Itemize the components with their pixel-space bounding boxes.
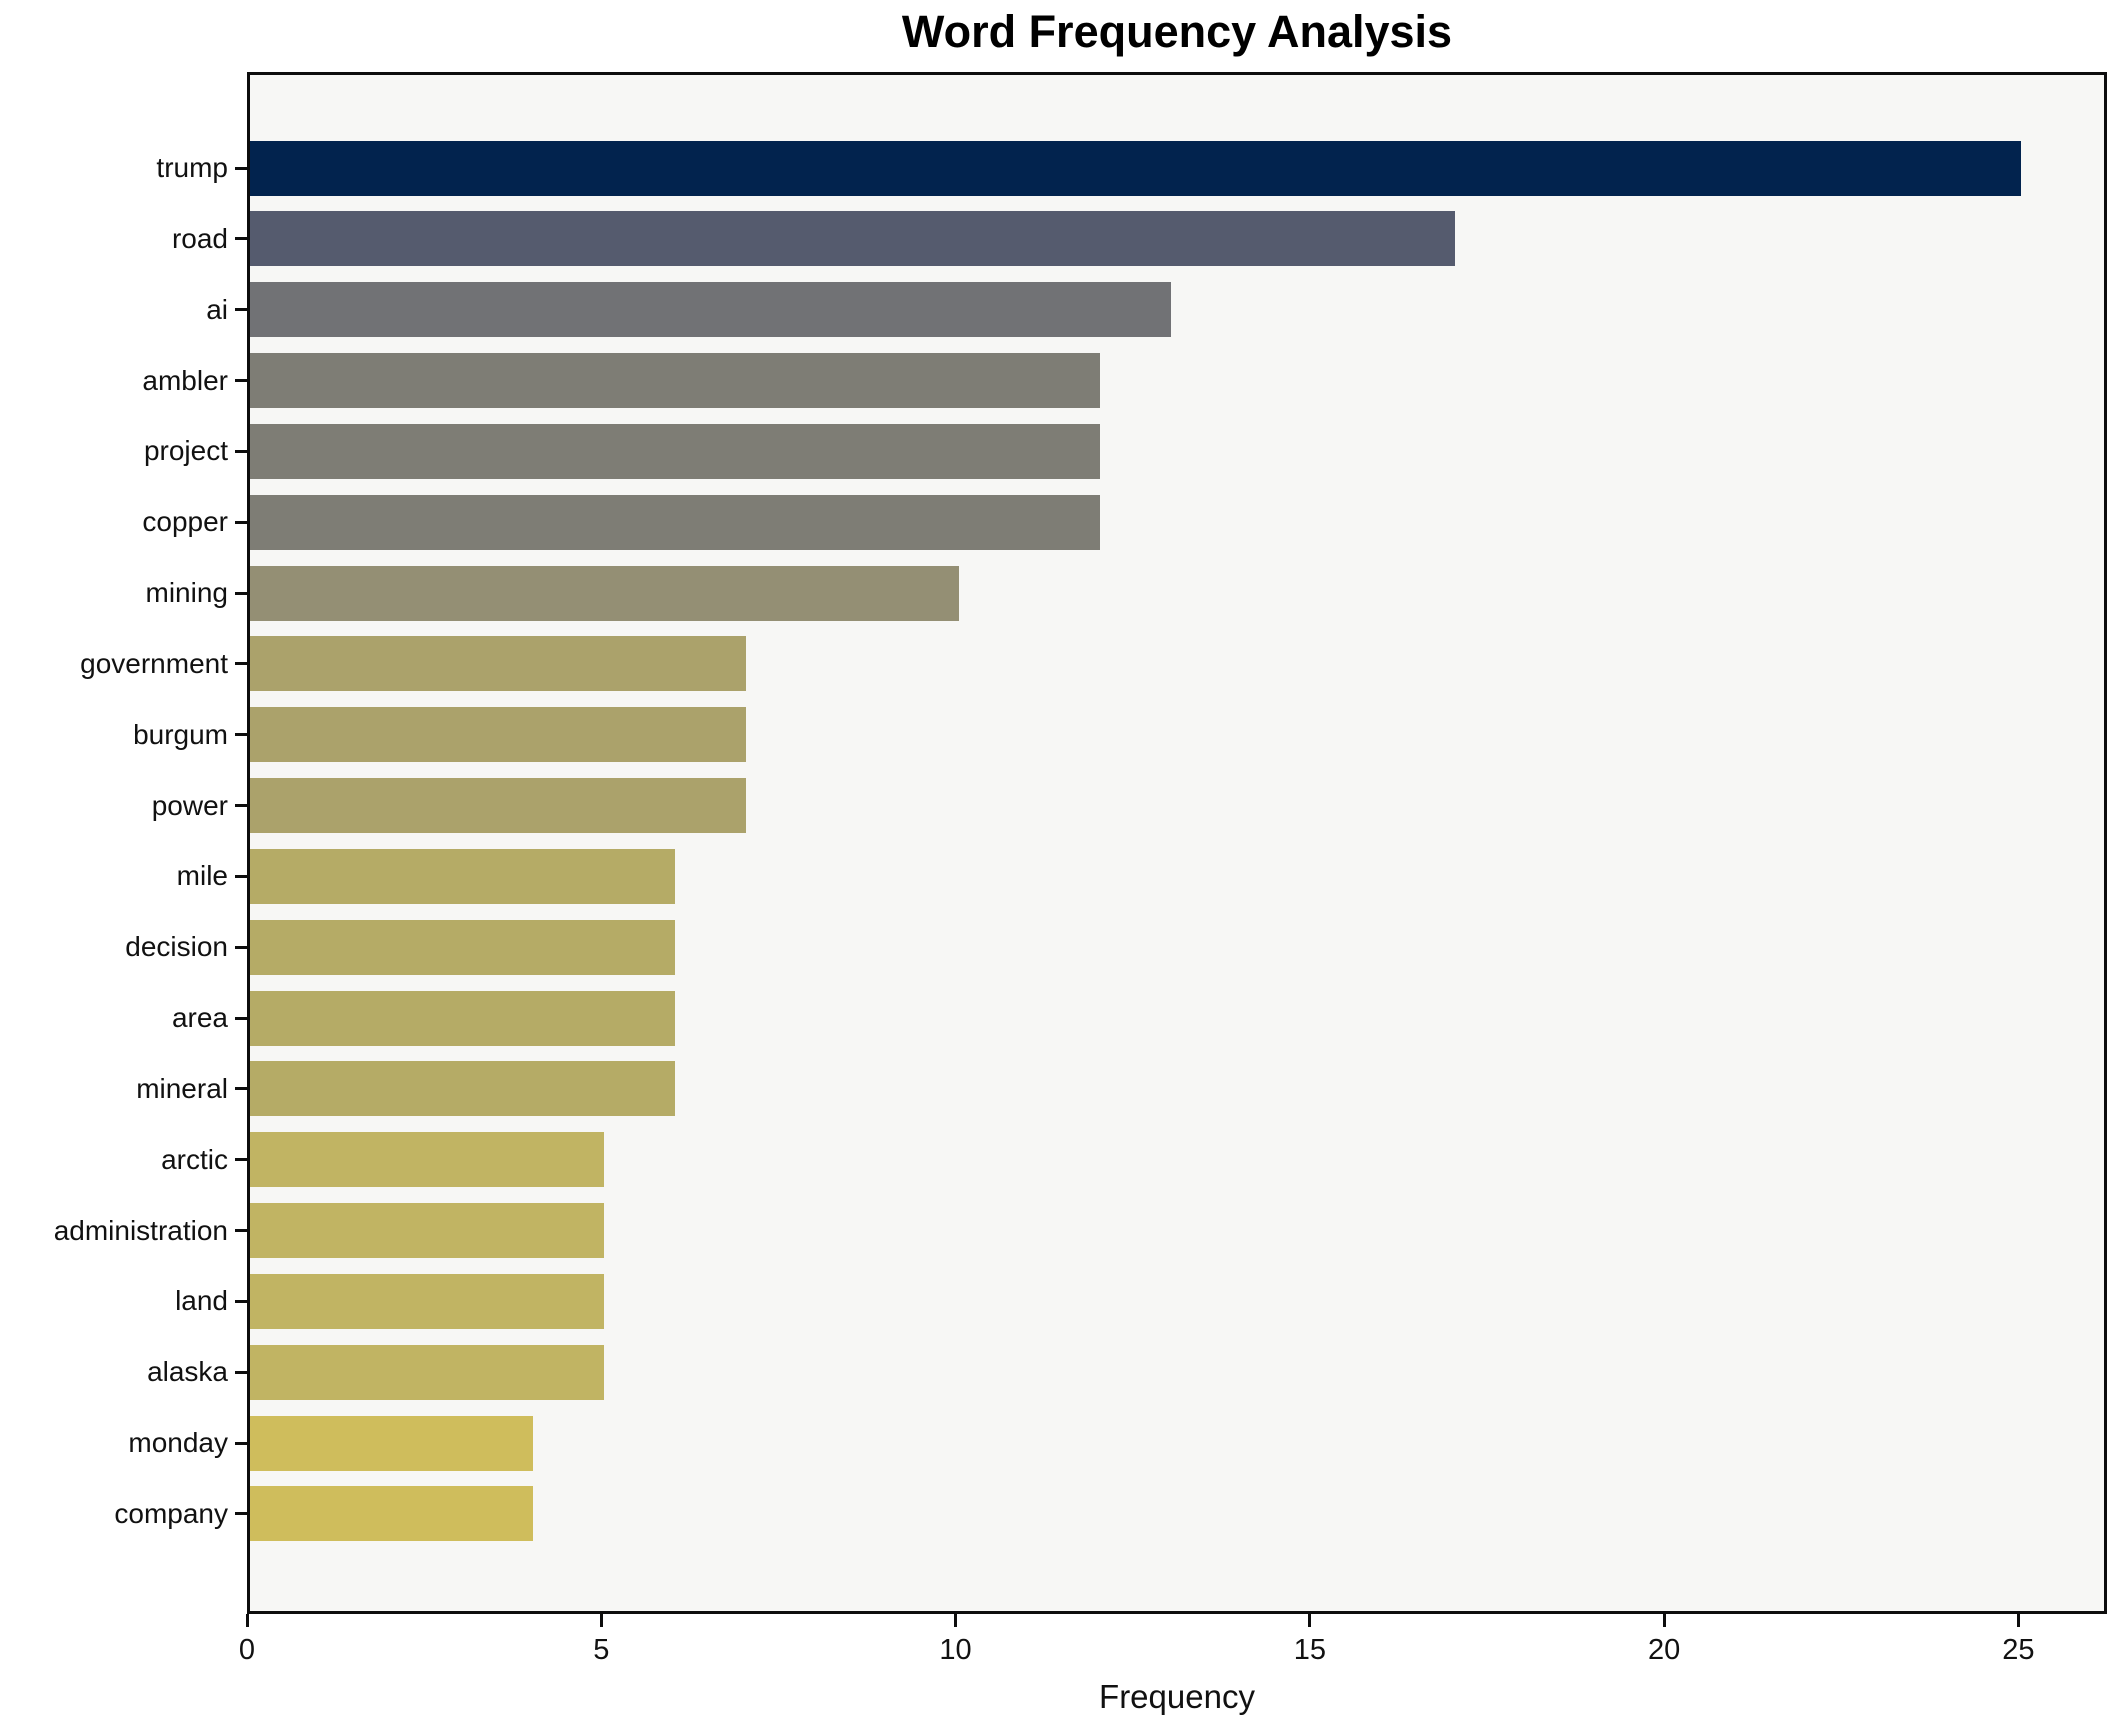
x-tick-label-15: 15 [1293, 1634, 1326, 1666]
y-tick-label-land: land [175, 1285, 228, 1317]
bar-monday [250, 1415, 534, 1471]
y-tick-mark [235, 1441, 247, 1445]
y-tick-mark [235, 874, 247, 878]
y-tick-mark [235, 520, 247, 524]
y-tick-mark [235, 1512, 247, 1516]
y-tick-label-monday: monday [128, 1427, 228, 1459]
y-tick-label-arctic: arctic [161, 1143, 228, 1175]
bar-copper [250, 494, 1101, 550]
y-tick-label-project: project [143, 435, 228, 467]
bar-ai [250, 282, 1172, 338]
y-tick-label-mile: mile [176, 860, 228, 892]
x-tick-label-10: 10 [939, 1634, 972, 1666]
bar-land [250, 1273, 605, 1329]
y-tick-mark [235, 945, 247, 949]
y-tick-label-power: power [151, 789, 228, 821]
bar-mile [250, 848, 676, 904]
y-tick-label-government: government [80, 647, 228, 679]
y-tick-mark [235, 1158, 247, 1162]
bar-project [250, 423, 1101, 479]
bar-road [250, 211, 1455, 267]
y-tick-mark [235, 1370, 247, 1374]
x-tick-label-20: 20 [1648, 1634, 1681, 1666]
y-tick-label-trump: trump [156, 152, 228, 183]
y-tick-mark [235, 379, 247, 383]
y-tick-label-decision: decision [125, 931, 228, 963]
bar-burgum [250, 707, 746, 763]
y-tick-label-copper: copper [142, 506, 228, 538]
bar-alaska [250, 1344, 605, 1400]
x-tick-label-5: 5 [593, 1634, 610, 1666]
bar-area [250, 990, 676, 1046]
plot-area [247, 72, 2107, 1614]
bar-decision [250, 919, 676, 975]
x-tick-label-25: 25 [2002, 1634, 2035, 1666]
y-tick-mark [235, 449, 247, 453]
y-tick-mark [235, 1016, 247, 1020]
y-tick-mark [235, 733, 247, 737]
y-tick-mark [235, 1299, 247, 1303]
x-tick-mark [954, 1614, 958, 1627]
y-tick-label-ambler: ambler [142, 364, 228, 396]
y-tick-mark [235, 1087, 247, 1091]
y-tick-mark [235, 166, 247, 170]
x-axis-label: Frequency [1099, 1678, 1255, 1715]
y-tick-mark [235, 1229, 247, 1233]
y-tick-mark [235, 662, 247, 666]
y-tick-label-ai: ai [206, 293, 228, 325]
x-tick-mark [599, 1614, 603, 1627]
bar-mining [250, 565, 959, 621]
bar-power [250, 778, 746, 834]
y-tick-mark [235, 308, 247, 312]
y-tick-label-alaska: alaska [147, 1356, 228, 1388]
bar-administration [250, 1203, 605, 1259]
y-tick-label-mining: mining [145, 577, 228, 609]
x-tick-mark [245, 1614, 249, 1627]
x-tick-mark [2016, 1614, 2020, 1627]
bar-trump [250, 140, 2022, 196]
y-tick-label-company: company [114, 1497, 228, 1529]
y-tick-mark [235, 804, 247, 808]
bar-ambler [250, 353, 1101, 409]
y-tick-label-administration: administration [53, 1214, 228, 1246]
x-tick-mark [1662, 1614, 1666, 1627]
y-tick-mark [235, 237, 247, 241]
y-tick-label-burgum: burgum [133, 718, 228, 750]
y-tick-label-mineral: mineral [136, 1072, 228, 1104]
bar-mineral [250, 1061, 676, 1117]
bar-arctic [250, 1132, 605, 1188]
bar-government [250, 636, 746, 692]
y-tick-mark [235, 591, 247, 595]
y-tick-label-area: area [171, 1002, 228, 1034]
y-tick-label-road: road [171, 222, 228, 254]
chart-title: Word Frequency Analysis [901, 6, 1453, 57]
x-tick-label-0: 0 [238, 1634, 256, 1666]
bar-company [250, 1486, 534, 1542]
x-tick-mark [1308, 1614, 1312, 1627]
